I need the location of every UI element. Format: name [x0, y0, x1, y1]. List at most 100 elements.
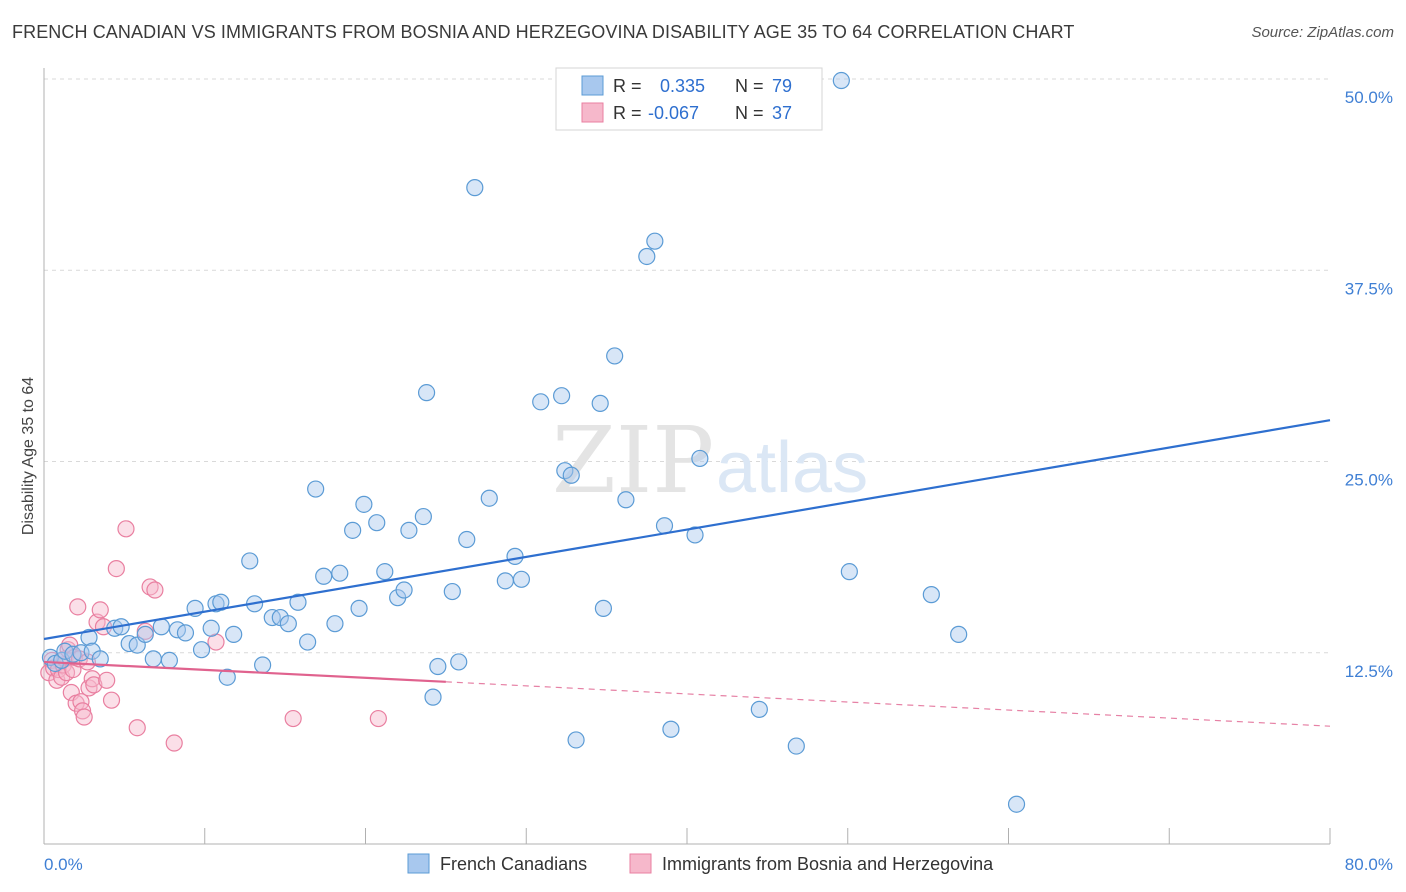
- french-canadian-point: [458, 530, 476, 549]
- french-canadian-point: [950, 625, 968, 643]
- french-canadian-point: [787, 737, 805, 755]
- french-canadian-point: [496, 572, 514, 590]
- french-canadian-point: [299, 633, 317, 651]
- y-tick-label: 50.0%: [1345, 88, 1393, 107]
- trend-line-french-canadians: [43, 419, 1331, 641]
- french-canadian-point: [279, 615, 297, 633]
- bosnia-point: [141, 578, 159, 596]
- bosnia-point: [73, 702, 92, 720]
- source-credit: Source: ZipAtlas.com: [1251, 24, 1394, 41]
- stats-swatch-blue: [581, 75, 604, 96]
- bosnia-point: [117, 520, 135, 538]
- french-canadian-point: [1007, 795, 1026, 813]
- series-french-canadian-points: [41, 71, 1026, 813]
- french-canadian-point: [840, 563, 858, 581]
- french-canadian-point: [691, 449, 709, 468]
- french-canadian-point: [241, 552, 259, 570]
- trend-line-bosnia: [43, 660, 446, 683]
- stats-n-value-1: 79: [772, 76, 792, 96]
- french-canadian-point: [617, 491, 635, 509]
- french-canadian-point: [289, 593, 307, 611]
- french-canadian-point: [646, 232, 664, 250]
- french-canadian-point: [395, 581, 413, 599]
- french-canadian-point: [136, 625, 154, 643]
- french-canadian-point: [662, 720, 680, 738]
- bosnia-point: [284, 709, 302, 728]
- french-canadian-point: [400, 521, 418, 539]
- gridlines: [44, 78, 1330, 654]
- french-canadian-point: [750, 700, 768, 718]
- french-canadian-point: [91, 650, 109, 668]
- french-canadian-point: [144, 650, 162, 668]
- french-canadian-point: [254, 656, 272, 674]
- french-canadian-point: [212, 593, 230, 611]
- french-canadian-point: [429, 657, 447, 676]
- french-canadian-point: [553, 387, 571, 405]
- bosnia-point: [69, 598, 87, 616]
- french-canadian-point: [202, 619, 220, 637]
- bosnia-point: [78, 653, 97, 671]
- french-canadian-point: [466, 179, 484, 197]
- legend-label-bosnia: Immigrants from Bosnia and Herzegovina: [662, 854, 994, 874]
- french-canadian-point: [218, 668, 236, 686]
- watermark-atlas: atlas: [716, 428, 868, 508]
- bosnia-point: [146, 581, 164, 599]
- bosnia-point: [85, 676, 103, 694]
- french-canadian-point: [225, 625, 243, 643]
- french-canadian-point: [192, 641, 211, 659]
- stats-r-label-2: R =: [613, 103, 642, 123]
- stats-legend: R = 0.335 N = 79 R = -0.067 N = 37: [555, 67, 823, 131]
- y-axis-label: Disability Age 35 to 64: [20, 377, 37, 535]
- legend-swatch-bosnia: [629, 853, 652, 874]
- french-canadian-point: [368, 514, 386, 532]
- french-canadian-point: [424, 688, 442, 706]
- x-ticks: [43, 828, 1331, 844]
- french-canadian-point: [176, 624, 195, 642]
- stats-n-value-2: 37: [772, 103, 792, 123]
- french-canadian-point: [638, 247, 656, 266]
- trend-line-bosnia-extension: [445, 681, 1331, 727]
- french-canadian-point: [355, 495, 373, 513]
- stats-r-value-2: -0.067: [648, 103, 699, 123]
- french-canadian-point: [567, 731, 585, 749]
- y-tick-label: 37.5%: [1345, 279, 1393, 298]
- french-canadian-point: [506, 547, 524, 565]
- x-tick-label-max: 80.0%: [1345, 855, 1393, 874]
- french-canadian-point: [326, 615, 344, 633]
- french-canadian-point: [307, 480, 325, 498]
- french-canadian-point: [480, 489, 498, 507]
- french-canadian-point: [532, 393, 550, 411]
- french-canadian-point: [686, 526, 704, 544]
- series-legend: French Canadians Immigrants from Bosnia …: [407, 853, 994, 874]
- stats-r-value-1: 0.335: [660, 76, 705, 96]
- french-canadian-point: [331, 564, 349, 582]
- trend-lines: [43, 419, 1331, 727]
- french-canadian-point: [414, 507, 432, 526]
- french-canadian-point: [152, 618, 170, 636]
- french-canadian-point: [512, 570, 531, 588]
- bosnia-point: [83, 670, 101, 688]
- bosnia-point: [102, 691, 121, 709]
- legend-swatch-french-canadians: [407, 853, 430, 874]
- y-tick-label: 25.0%: [1345, 471, 1393, 490]
- bosnia-point: [165, 734, 183, 752]
- bosnia-point: [80, 679, 98, 697]
- bosnia-point: [128, 719, 146, 737]
- bosnia-point: [91, 601, 109, 619]
- french-canadian-point: [562, 466, 580, 484]
- french-canadian-point: [315, 567, 333, 585]
- y-tick-labels: 12.5% 25.0% 37.5% 50.0%: [1345, 88, 1393, 681]
- stats-r-label-1: R =: [613, 76, 642, 96]
- french-canadian-point: [922, 586, 940, 604]
- french-canadian-point: [80, 628, 98, 647]
- stats-swatch-pink: [581, 102, 604, 123]
- stats-n-label-2: N =: [735, 103, 764, 123]
- y-tick-label: 12.5%: [1345, 662, 1393, 681]
- x-tick-label-min: 0.0%: [44, 855, 83, 874]
- bosnia-point: [75, 708, 93, 726]
- french-canadian-point: [450, 653, 468, 671]
- bosnia-point: [107, 559, 125, 578]
- french-canadian-point: [832, 71, 850, 90]
- french-canadian-point: [594, 599, 613, 617]
